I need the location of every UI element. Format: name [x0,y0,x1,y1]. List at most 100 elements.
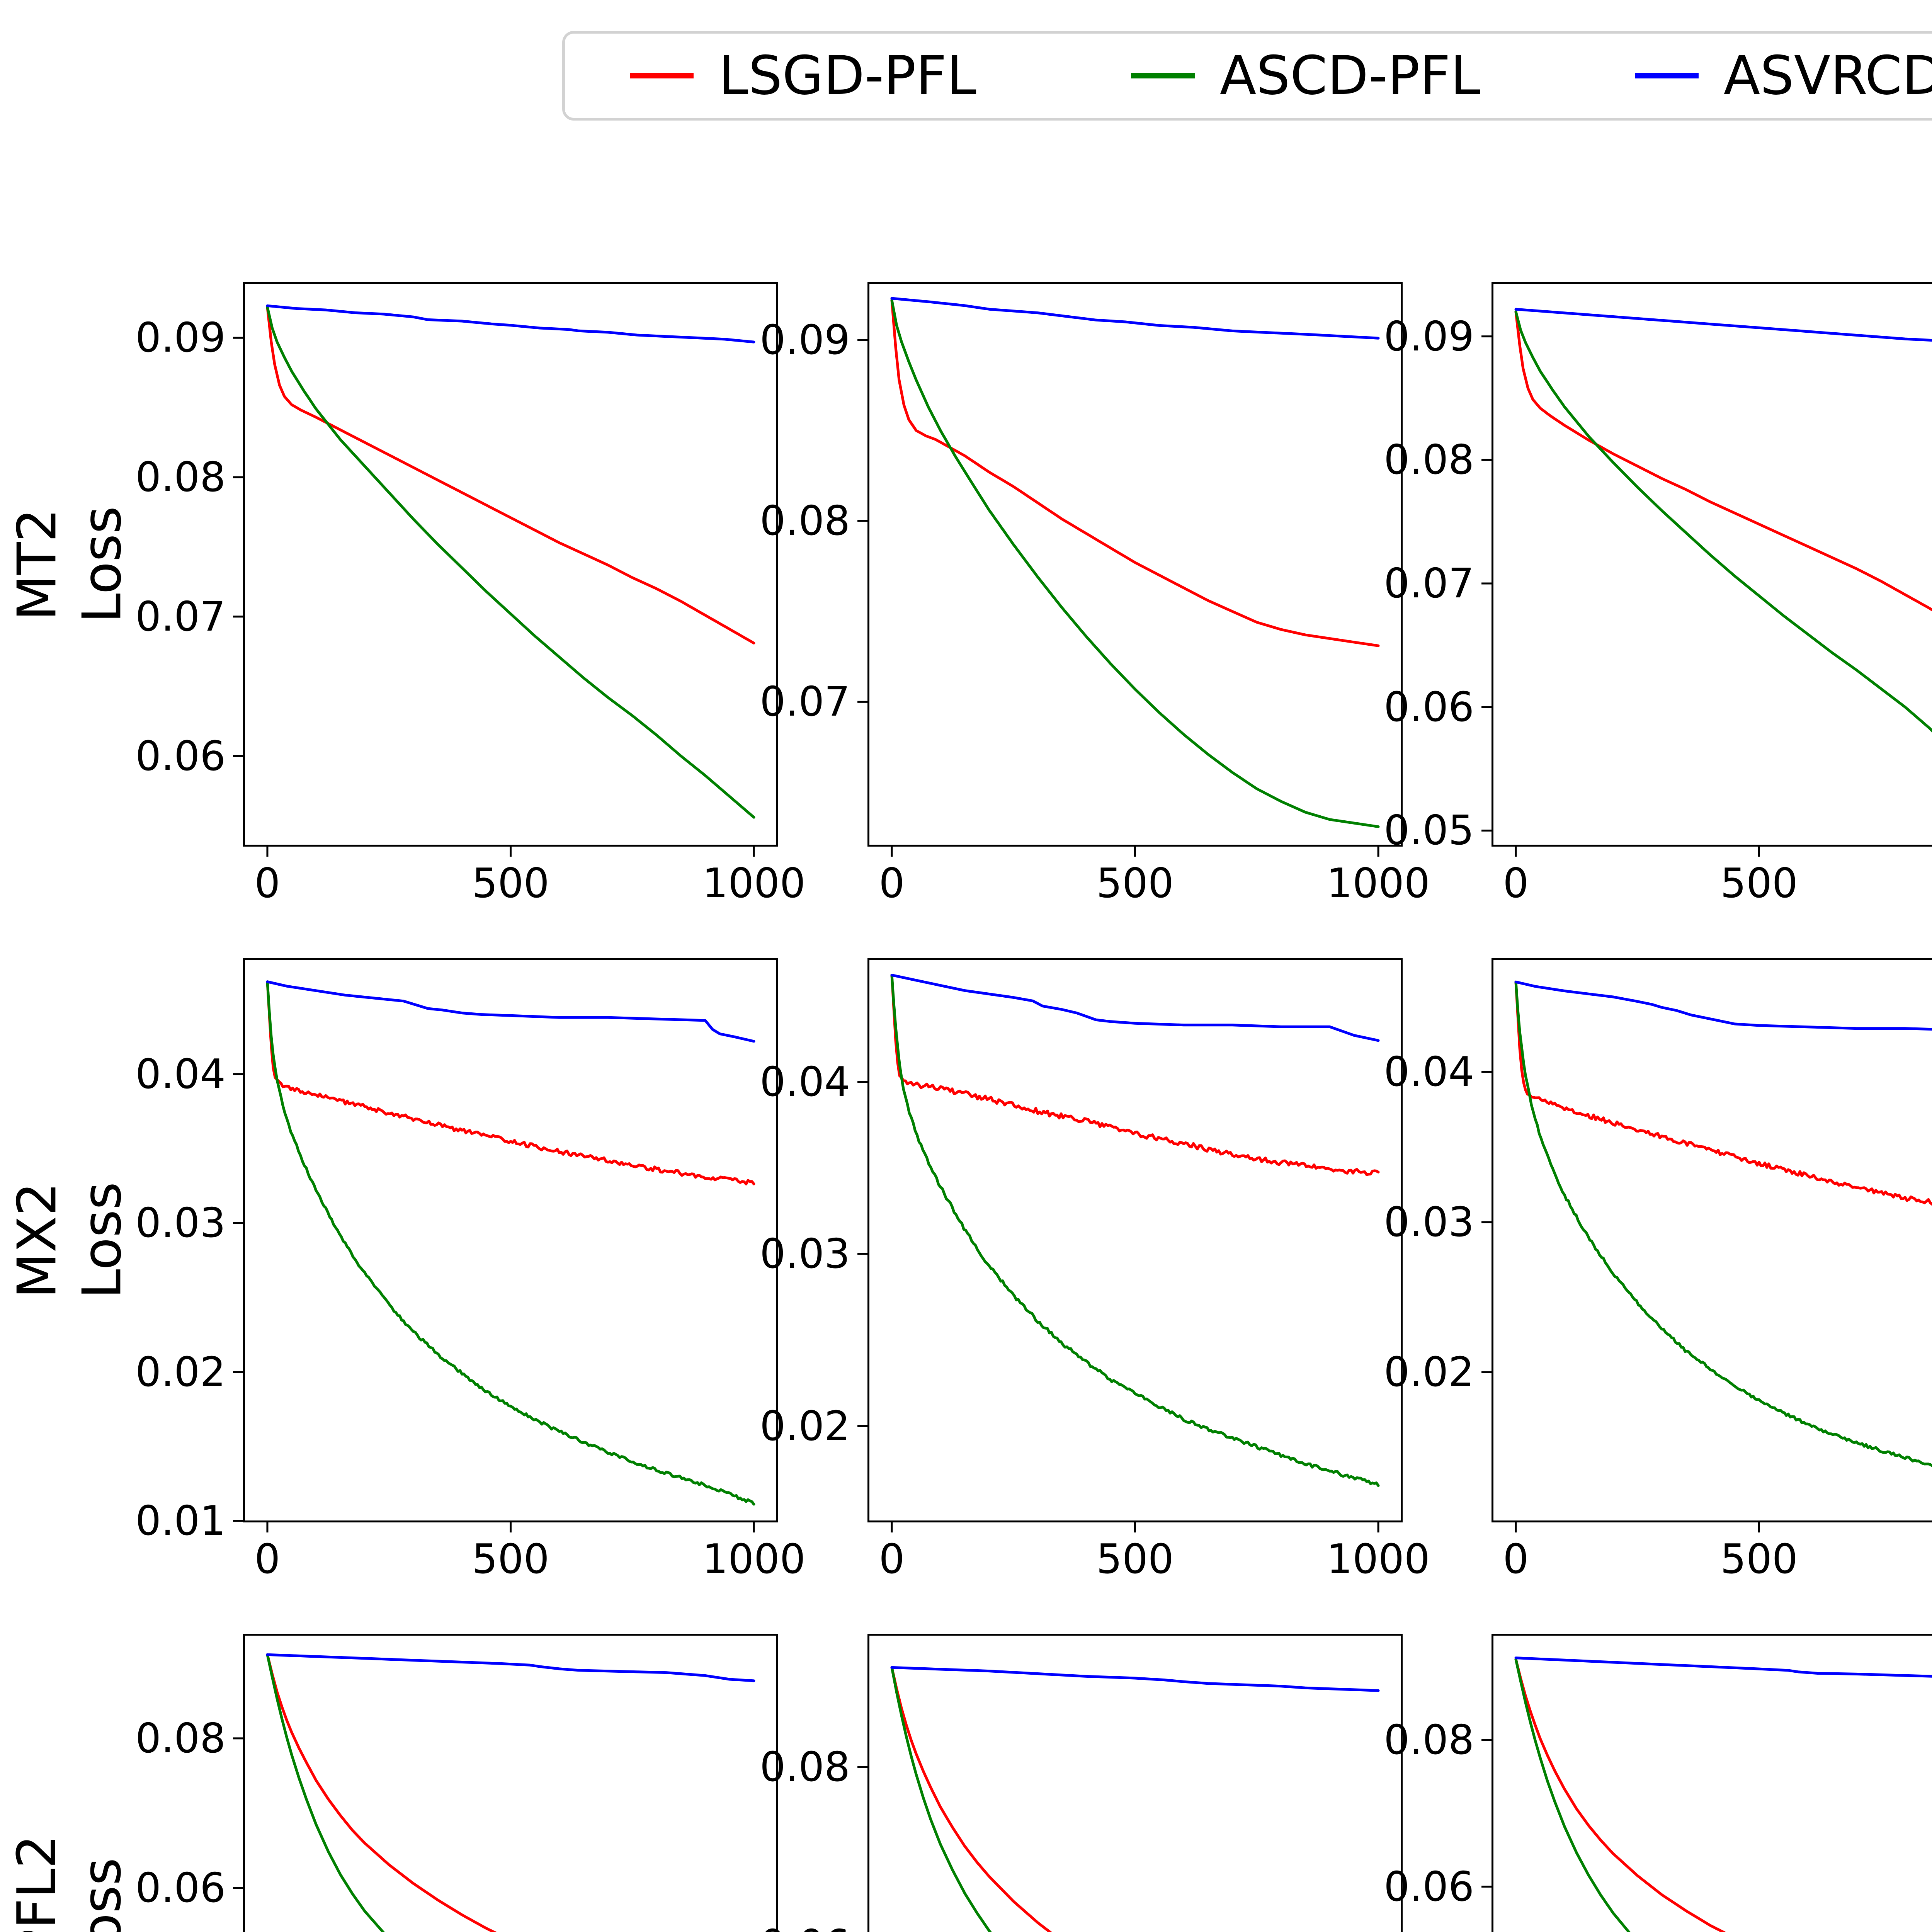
legend: LSGD-PFL ASCD-PFL ASVRCD-PFL [562,31,1932,121]
y-tick-label: 0.09 [135,314,226,362]
legend-entry-lsgd-pfl: LSGD-PFL [629,44,976,107]
series-line-asvrcd-pfl [1514,308,1932,342]
series-line-ascd-pfl [1514,980,1932,1467]
plot-area-mx2-fmnist [1481,958,1932,1532]
panel-mt2-fmnist [1481,282,1932,857]
y-tick-label: 0.02 [135,1348,226,1396]
y-tick-label: 0.08 [1384,436,1474,484]
y-tick-label: 0.05 [1384,807,1474,854]
x-tick-label: 0 [879,1536,905,1583]
row-label-text: MX2 Loss [5,1182,134,1299]
x-tick-label: 500 [1096,1536,1174,1583]
axis-frame [243,958,778,1522]
y-tick-label: 0.06 [1384,1863,1474,1910]
y-tick-label: 0.06 [135,732,226,780]
y-tick-label: 0.08 [760,497,850,545]
x-tick-label: 500 [1720,1536,1798,1583]
series-line-asvrcd-pfl [266,1653,755,1682]
y-tick-label: 0.01 [135,1497,226,1545]
x-tick-label: 0 [879,860,905,907]
series-line-lsgd-pfl [266,1653,497,1932]
row-label-line2: Loss [71,1182,133,1299]
x-tick-label: 1000 [1921,1536,1932,1583]
series-line-ascd-pfl [266,980,755,1506]
row-label-line2: Loss [71,1857,133,1932]
legend-entry-label: ASCD-PFL [1219,44,1480,107]
y-tick-label: 0.03 [135,1199,226,1247]
series-line-asvrcd-pfl [890,1666,1380,1692]
legend-entry-label: LSGD-PFL [718,44,976,107]
axis-frame [1492,282,1932,847]
row-label-line1: MT2 [6,508,68,621]
series-line-lsgd-pfl [266,306,755,645]
y-tick-label: 0.03 [760,1230,850,1278]
y-tick-label: 0.07 [760,678,850,726]
plot-area-mx2-kmnist [857,958,1403,1532]
plot-area-mt2-fmnist [1481,282,1932,857]
plot-area-mx2-mnist [233,958,778,1532]
series-line-ascd-pfl [1514,1658,1631,1932]
y-tick-label: 0.06 [1384,683,1474,731]
x-tick-label: 1000 [1327,860,1430,907]
panel-mx2-kmnist [857,958,1403,1532]
row-label-line1: MX2 [6,1182,68,1299]
x-tick-label: 1000 [702,860,806,907]
panel-apfl2-fmnist [1481,1634,1932,1932]
axis-frame [243,1634,778,1932]
panel-mt2-mnist [233,282,778,857]
series-line-ascd-pfl [1514,310,1932,733]
row-label-line2: Loss [71,506,133,623]
y-tick-label: 0.08 [760,1743,850,1791]
legend-line-sample-asvrcd-pfl [1634,73,1699,78]
axis-frame [243,282,778,847]
series-line-asvrcd-pfl [1514,980,1932,1031]
x-tick-label: 0 [254,860,281,907]
legend-entry-asvrcd-pfl: ASVRCD-PFL [1634,44,1932,107]
series-line-ascd-pfl [266,306,755,819]
series-line-lsgd-pfl [1514,980,1932,1206]
axis-frame [867,282,1403,847]
x-tick-label: 1000 [1921,860,1932,907]
panel-mt2-kmnist [857,282,1403,857]
y-tick-label: 0.04 [135,1050,226,1098]
series-line-ascd-pfl [266,1653,385,1932]
series-line-ascd-pfl [890,1666,992,1932]
panel-apfl2-mnist [233,1634,778,1932]
y-tick-label: 0.04 [760,1058,850,1105]
series-line-lsgd-pfl [890,1666,1052,1932]
series-line-lsgd-pfl [1514,310,1932,612]
series-line-asvrcd-pfl [266,304,755,344]
x-tick-label: 1000 [702,1536,806,1583]
y-tick-label: 0.02 [1384,1349,1474,1396]
series-line-lsgd-pfl [1514,1658,1726,1932]
x-tick-label: 0 [254,1536,281,1583]
series-line-asvrcd-pfl [1514,1656,1932,1678]
y-tick-label: 0.08 [1384,1716,1474,1764]
y-tick-label: 0.02 [760,1402,850,1450]
plot-area-apfl2-fmnist [1481,1634,1932,1932]
row-label-text: APFL2 Loss [5,1835,134,1932]
plot-area-apfl2-kmnist [857,1634,1403,1932]
y-tick-label: 0.07 [1384,560,1474,607]
panel-mx2-mnist [233,958,778,1532]
y-tick-label: 0.06 [723,1921,850,1932]
panel-mx2-fmnist [1481,958,1932,1532]
x-tick-label: 500 [1720,860,1798,907]
legend-entry-ascd-pfl: ASCD-PFL [1131,49,1480,102]
panel-apfl2-kmnist [857,1634,1403,1932]
legend-line-sample-ascd-pfl [1131,73,1195,78]
series-line-ascd-pfl [890,299,1380,828]
series-line-lsgd-pfl [890,299,1380,647]
y-tick-label: 0.03 [1384,1198,1474,1246]
x-tick-label: 0 [1503,1536,1529,1583]
x-tick-label: 500 [472,860,549,907]
row-label-mx2: MX2 Loss [0,958,139,1522]
plot-area-mt2-kmnist [857,282,1403,857]
y-tick-label: 0.06 [135,1864,226,1912]
axis-frame [867,958,1403,1522]
legend-entry-label: ASVRCD-PFL [1723,44,1932,107]
row-label-text: MT2 Loss [5,506,134,623]
series-line-ascd-pfl [890,974,1380,1487]
x-tick-label: 500 [472,1536,549,1583]
axis-frame [867,1634,1403,1932]
